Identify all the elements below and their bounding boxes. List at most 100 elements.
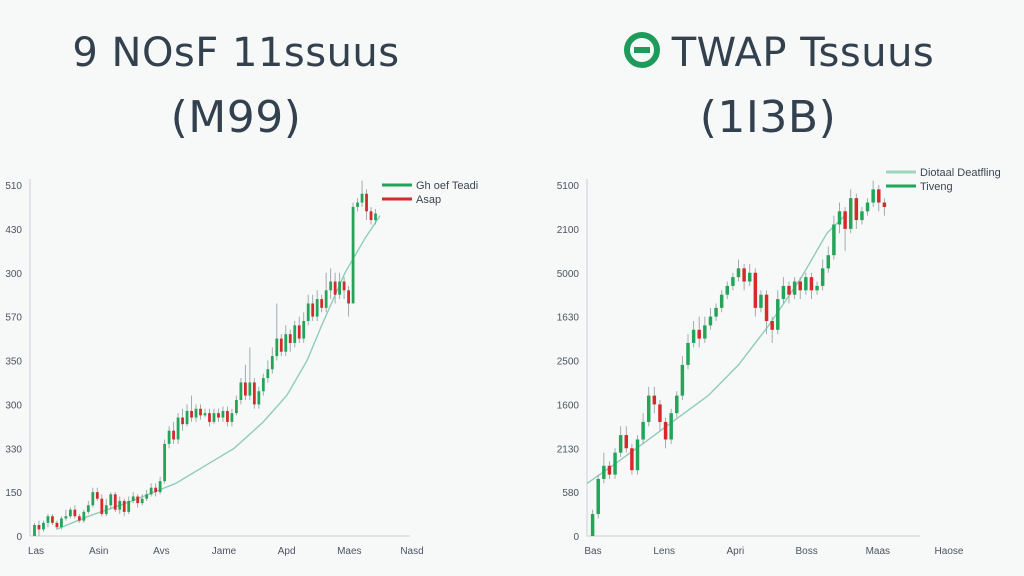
candle: [787, 281, 791, 304]
candle: [360, 180, 364, 207]
candle: [217, 408, 220, 422]
candle: [624, 426, 629, 453]
candle-body: [374, 213, 377, 221]
candle-body: [815, 285, 819, 291]
candle: [64, 509, 68, 521]
legend-label: Gh oef Teadi: [416, 180, 478, 192]
candle-body: [154, 487, 158, 493]
candle-body: [708, 316, 713, 326]
right-chart: 5100 2100 5000 1630 2500 1600 2130 580 0 Bas Lens A…: [557, 167, 1001, 557]
candle: [257, 386, 261, 409]
candle: [149, 483, 153, 497]
candle: [122, 498, 126, 517]
y-tick-label: 0: [573, 532, 579, 543]
candle-body: [176, 417, 180, 440]
x-tick-label: Bas: [584, 546, 601, 557]
candle: [691, 321, 696, 348]
candle: [208, 408, 211, 427]
left-subtitle: (M99): [170, 92, 302, 143]
y-tick-label: 2100: [557, 225, 580, 236]
candle: [826, 246, 831, 273]
x-tick-label: Asin: [89, 546, 108, 557]
candle-body: [714, 307, 718, 317]
candle-body: [60, 518, 63, 528]
candle: [663, 417, 668, 449]
candle-body: [703, 325, 707, 339]
candle-body: [270, 356, 274, 370]
candle: [145, 489, 149, 501]
candle-body: [686, 342, 690, 365]
candle-body: [860, 211, 864, 221]
candle: [351, 202, 355, 304]
candle: [764, 290, 769, 335]
candle-body: [297, 325, 301, 339]
x-tick-label: Jame: [212, 546, 237, 557]
candle: [37, 520, 41, 536]
candle: [871, 180, 875, 207]
candle-body: [809, 277, 814, 291]
candle-body: [641, 421, 645, 440]
candle: [320, 294, 324, 313]
candle: [613, 448, 617, 479]
candle-body: [854, 198, 859, 221]
candle-body: [369, 211, 373, 221]
candle-body: [279, 338, 283, 352]
candle-body: [590, 514, 595, 536]
candle: [315, 290, 319, 322]
candle: [329, 268, 333, 300]
candle: [865, 198, 870, 216]
y-tick-label: 330: [5, 444, 22, 455]
candle: [719, 290, 724, 313]
candle-body: [356, 202, 359, 207]
candle-body: [86, 505, 90, 512]
candle-body: [208, 413, 211, 422]
candle: [736, 259, 741, 282]
candle-body: [172, 430, 175, 440]
candle: [288, 329, 292, 352]
candle: [60, 516, 63, 530]
candle-body: [351, 206, 355, 304]
candle: [686, 334, 690, 370]
candle-body: [100, 498, 104, 515]
candle: [837, 202, 842, 234]
candle: [293, 321, 297, 348]
candle: [261, 373, 265, 396]
candle-body: [51, 516, 54, 523]
candle: [669, 408, 673, 444]
y-tick-label: 580: [562, 488, 579, 499]
candle-body: [347, 290, 350, 304]
candle: [194, 404, 198, 422]
candle: [109, 492, 113, 510]
candle: [284, 325, 288, 357]
candle: [618, 426, 623, 458]
x-tick-label: Maes: [337, 546, 361, 557]
y-tick-label: 350: [5, 357, 22, 368]
candle-body: [140, 498, 144, 504]
candle: [243, 364, 247, 400]
candle: [860, 206, 864, 225]
candle-body: [275, 338, 279, 357]
candle-body: [55, 522, 59, 528]
candle-body: [104, 505, 108, 515]
candle-body: [64, 516, 68, 519]
candle: [252, 378, 256, 409]
x-tick-label: Maas: [866, 546, 890, 557]
candle: [167, 426, 171, 449]
candle: [781, 277, 786, 304]
candle: [302, 312, 306, 343]
candle: [86, 500, 90, 515]
candle-body: [113, 494, 117, 510]
candle: [641, 413, 645, 444]
right-title-text: TWAP Tssuus: [671, 30, 935, 76]
x-tick-label: Avs: [153, 546, 170, 557]
candle: [136, 494, 140, 508]
candle: [275, 303, 279, 361]
candle: [854, 193, 859, 229]
candle-body: [613, 452, 617, 475]
candle-body: [252, 382, 256, 405]
candle-body: [266, 369, 270, 379]
candle: [365, 189, 368, 221]
candle-body: [607, 465, 612, 475]
candle: [776, 290, 780, 335]
candle: [630, 443, 634, 475]
